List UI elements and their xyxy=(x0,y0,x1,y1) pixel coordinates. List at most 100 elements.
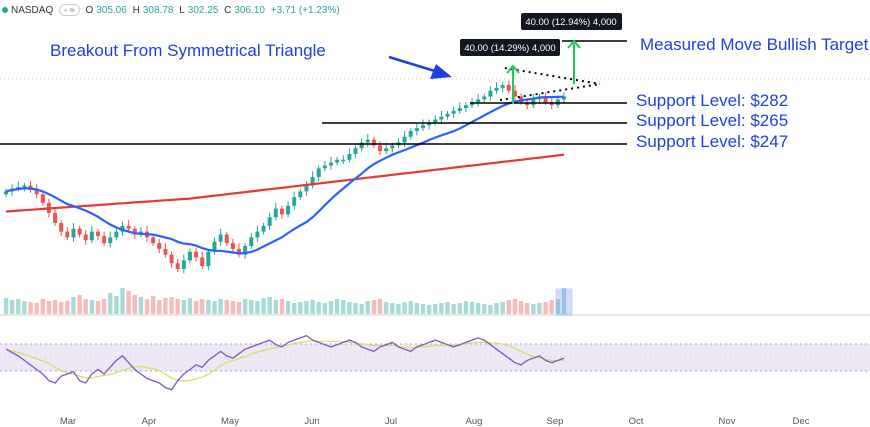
volume-bar xyxy=(34,303,39,314)
volume-bar xyxy=(114,296,119,314)
open-value: 305.06 xyxy=(96,5,127,16)
candle-body xyxy=(402,136,407,143)
candle-body xyxy=(40,194,45,203)
volume-bar xyxy=(555,299,561,314)
volume-bar xyxy=(230,301,236,314)
volume-bar xyxy=(255,301,260,314)
volume-bar xyxy=(218,299,223,314)
candle-body xyxy=(414,128,419,131)
volume-bar xyxy=(9,300,15,314)
volume-bar xyxy=(138,297,144,314)
candle-body xyxy=(249,237,254,246)
candle-body xyxy=(506,85,511,91)
change-value: +3.71 (+1.23%) xyxy=(270,5,340,16)
candle-body xyxy=(322,165,327,169)
support-label-282: Support Level: $282 xyxy=(636,91,788,110)
volume-bar xyxy=(206,300,211,314)
candle-body xyxy=(151,237,156,244)
volume-bar xyxy=(322,303,328,314)
ma-200-line xyxy=(5,153,565,213)
volume-bar xyxy=(22,301,27,314)
volume-bar xyxy=(200,299,205,314)
low-label: L xyxy=(179,5,185,16)
candle-body xyxy=(77,228,82,235)
volume-bar xyxy=(525,303,530,314)
volume-highlight xyxy=(555,288,573,316)
high-value: 308.78 xyxy=(142,5,174,16)
measure-box-2-text: 40.00 (12.94%) 4,000 xyxy=(525,17,616,28)
volume-bar xyxy=(291,303,297,314)
volume-bar xyxy=(341,300,346,314)
volume-bar xyxy=(365,301,370,314)
volume-bar xyxy=(316,302,321,314)
candle-body xyxy=(71,228,76,238)
volume-bar xyxy=(439,303,444,314)
volume-bar xyxy=(475,303,481,314)
volume-bar xyxy=(77,295,82,314)
header-settings-icon[interactable]: ◦ ≈ xyxy=(59,4,80,16)
volume-bar xyxy=(236,302,242,314)
support-label-247: Support Level: $247 xyxy=(636,132,788,151)
candle-body xyxy=(476,99,481,103)
volume-bar xyxy=(150,296,156,314)
candle-body xyxy=(126,225,131,229)
volume-bar xyxy=(224,300,229,314)
candle-body xyxy=(335,159,340,163)
month-label-sep: Sep xyxy=(547,416,564,427)
candle-body xyxy=(218,234,223,242)
month-label-apr: Apr xyxy=(142,416,157,427)
volume-bar xyxy=(46,301,52,314)
candle-body xyxy=(102,235,107,244)
candle-body xyxy=(457,108,462,111)
volume-bar xyxy=(328,301,334,314)
status-dot-icon xyxy=(2,7,8,13)
volume-bar xyxy=(347,302,352,314)
volume-bar xyxy=(181,300,187,314)
volume-bar xyxy=(396,304,401,314)
volume-bar xyxy=(304,301,309,314)
volume-bar xyxy=(89,300,95,314)
candle-body xyxy=(365,139,370,143)
measure-box-2 xyxy=(521,13,622,30)
candle-body xyxy=(512,90,517,97)
candle-body xyxy=(175,263,180,269)
volume-bar xyxy=(132,295,137,314)
volume-bar xyxy=(414,303,420,314)
candle-body xyxy=(108,237,113,244)
volume-bar xyxy=(273,300,279,314)
volume-bar xyxy=(279,299,285,314)
candle-body xyxy=(316,168,321,177)
breakout-label: Breakout From Symmetrical Triangle xyxy=(50,41,326,60)
candle-body xyxy=(359,142,364,149)
candle-body xyxy=(482,96,487,100)
month-label-may: May xyxy=(221,416,239,427)
triangle-lower-line xyxy=(499,83,601,101)
candle-body xyxy=(384,148,389,152)
candle-body xyxy=(163,248,168,255)
volume-bar xyxy=(482,304,487,314)
candle-body xyxy=(95,231,100,236)
volume-bar xyxy=(359,304,364,314)
symbol-label[interactable]: NASDAQ xyxy=(11,5,54,16)
volume-bar xyxy=(285,301,291,314)
close-value: 306.10 xyxy=(234,5,265,16)
candle-body xyxy=(310,177,315,186)
candle-body xyxy=(304,185,309,192)
candle-body xyxy=(187,251,192,261)
candle-body xyxy=(451,110,456,114)
month-axis: Mar Apr May Jun Jul Aug Sep Oct Nov Dec xyxy=(60,416,810,427)
volume-bar xyxy=(95,301,101,314)
volume-bar xyxy=(163,298,168,314)
volume-bar xyxy=(457,303,462,314)
candle-body xyxy=(224,234,229,244)
volume-bar xyxy=(506,300,512,314)
candle-body xyxy=(439,116,444,120)
candle-body xyxy=(255,231,260,238)
candle-body xyxy=(157,243,162,249)
chart-header: NASDAQ ◦ ≈ O 305.06 H 308.78 L 302.25 C 306.… xyxy=(2,4,343,16)
volume-bar xyxy=(451,304,456,314)
volume-bar xyxy=(353,303,358,314)
volume-bar xyxy=(71,297,76,314)
candle-body xyxy=(83,234,88,241)
